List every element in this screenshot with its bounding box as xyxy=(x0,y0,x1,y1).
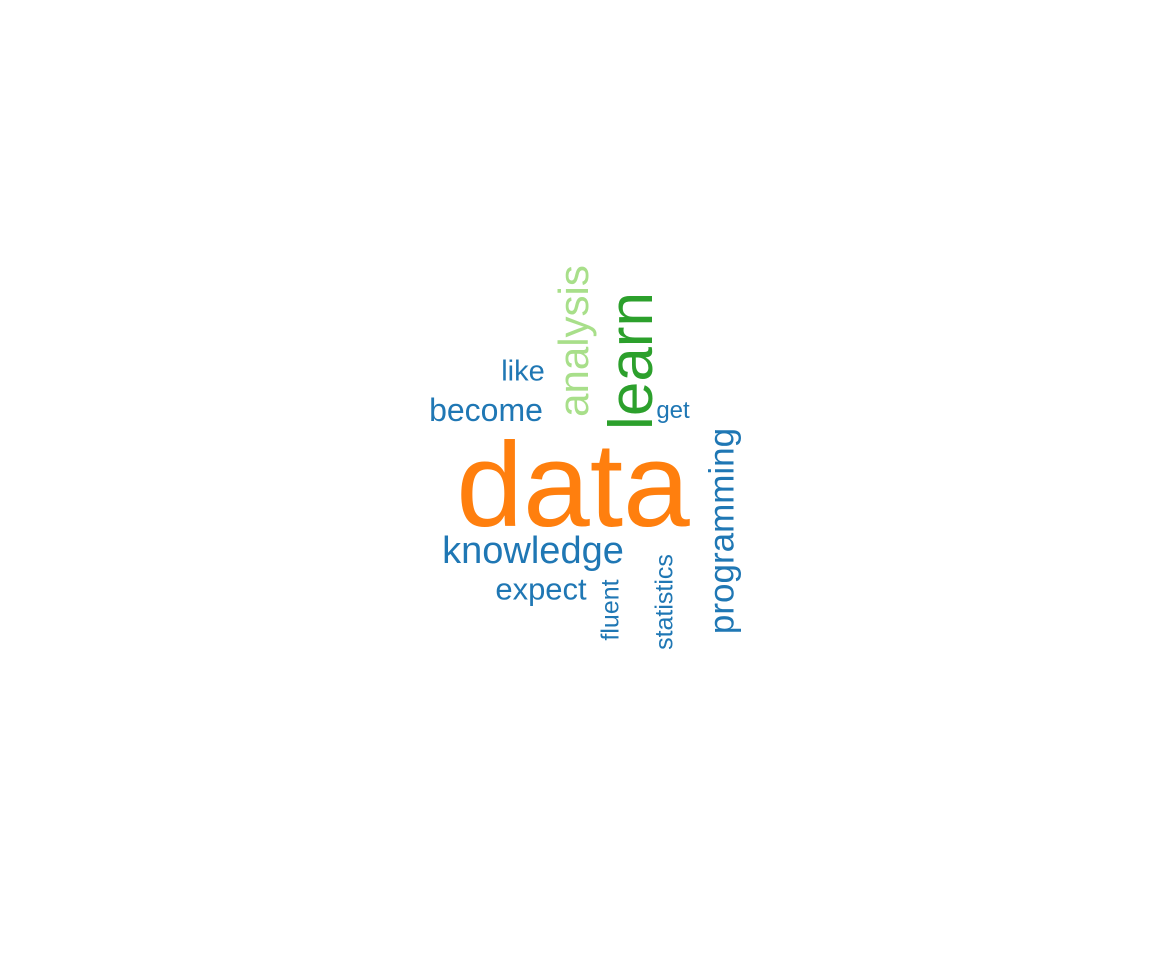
word-like: like xyxy=(501,355,545,388)
word-learn: learn xyxy=(597,292,666,430)
word-get: get xyxy=(656,397,690,424)
word-expect: expect xyxy=(495,571,587,607)
word-statistics: statistics xyxy=(650,554,679,650)
word-become: become xyxy=(429,392,543,428)
word-analysis: analysis xyxy=(550,265,597,417)
word-data: data xyxy=(456,418,690,552)
word-knowledge: knowledge xyxy=(442,530,624,572)
word-programming: programming xyxy=(702,427,742,635)
word-fluent: fluent xyxy=(596,579,625,641)
